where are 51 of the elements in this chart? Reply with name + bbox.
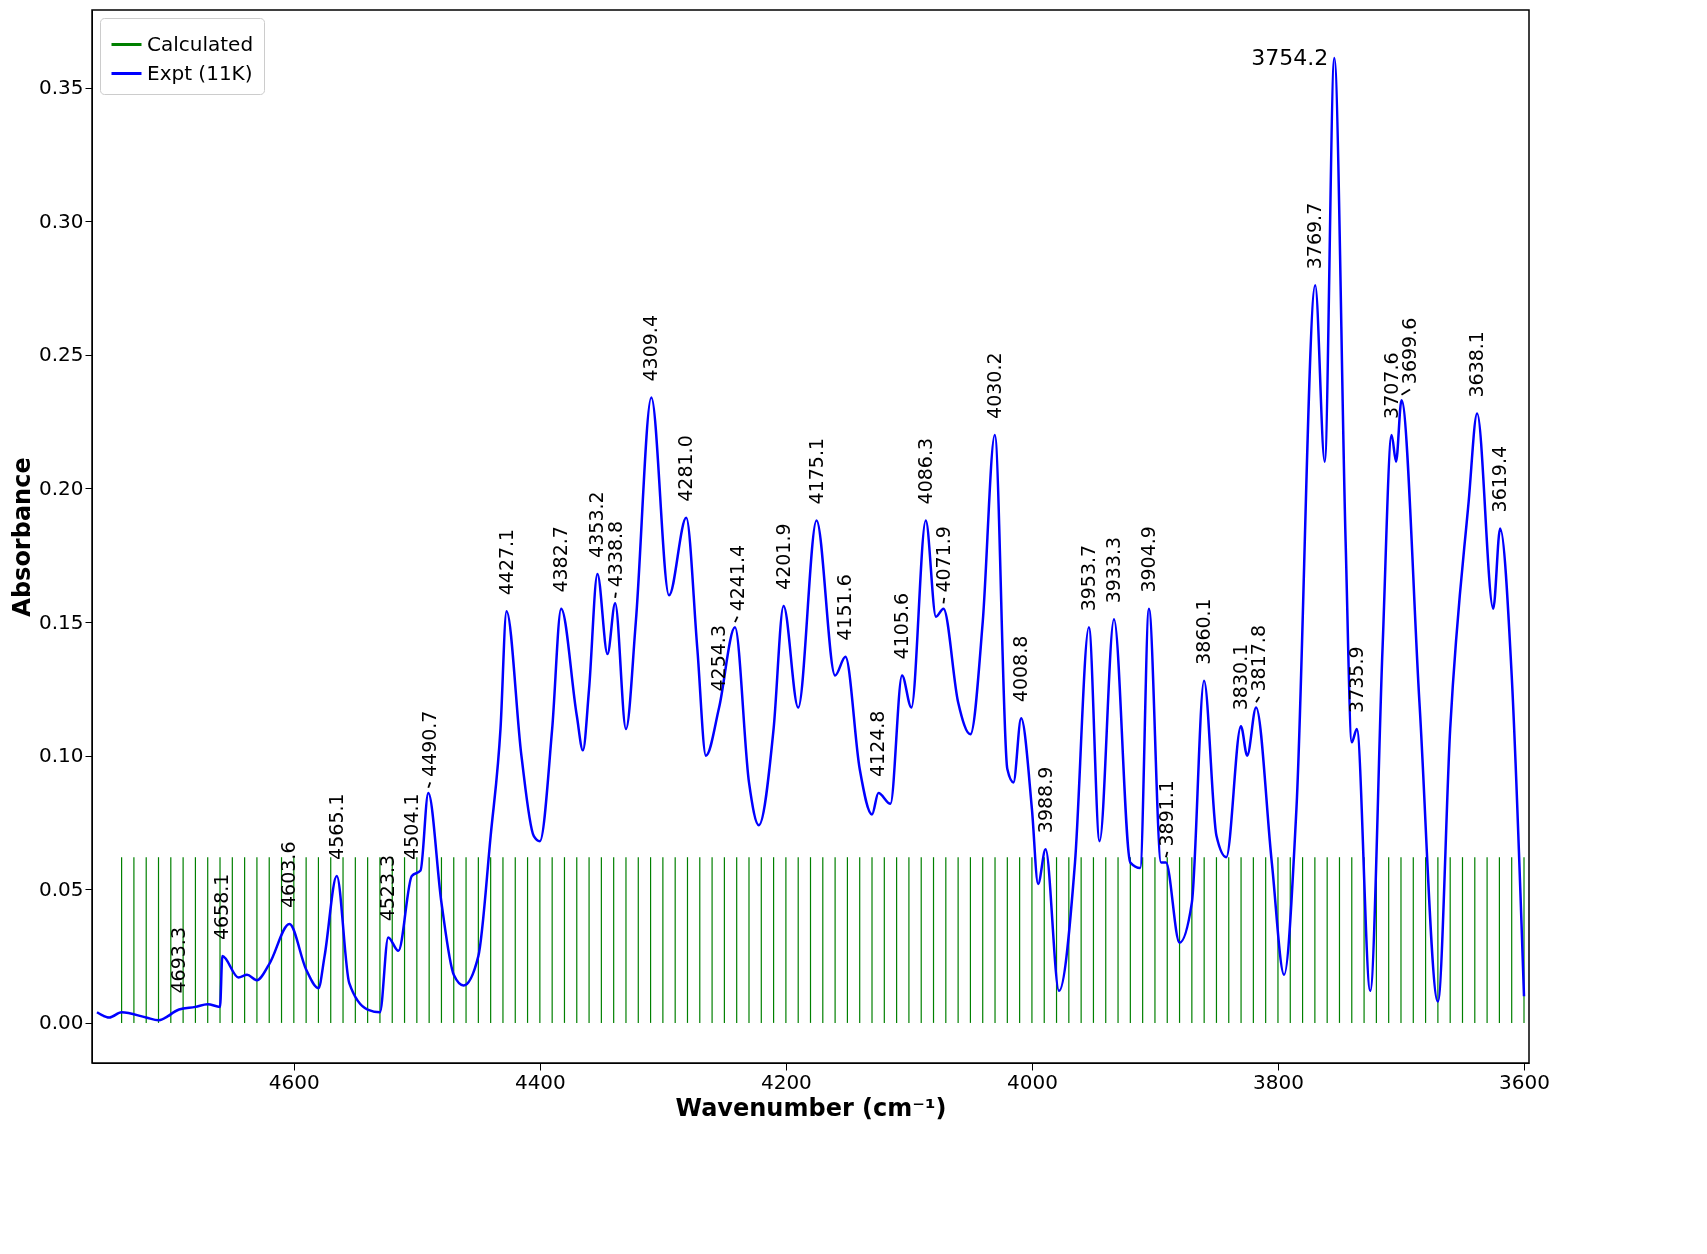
annotation: 4309.4 bbox=[639, 315, 662, 382]
y-tick-label: 0.10 bbox=[38, 743, 84, 768]
y-tick-label: 0.15 bbox=[38, 609, 84, 634]
y-tick-label: 0.20 bbox=[38, 475, 84, 500]
annotation: 3619.4 bbox=[1488, 445, 1511, 513]
x-axis-title: Wavenumber (cm⁻¹) bbox=[675, 1093, 947, 1122]
x-tick-label: 4200 bbox=[760, 1069, 812, 1094]
annotation: 4201.9 bbox=[771, 523, 794, 590]
annotation: 4105.6 bbox=[890, 592, 913, 660]
annotation: 4490.7 bbox=[418, 710, 441, 778]
annotation: 4603.6 bbox=[277, 841, 300, 908]
annotation: 4071.9 bbox=[932, 526, 955, 593]
legend-label: Calculated bbox=[147, 31, 254, 56]
y-tick-label: 0.35 bbox=[38, 75, 84, 100]
legend-label: Expt (11K) bbox=[147, 60, 253, 85]
x-tick-label: 4600 bbox=[268, 1069, 320, 1094]
y-tick-label: 0.25 bbox=[38, 342, 84, 367]
annotation: 4281.0 bbox=[674, 435, 697, 502]
annotation: 4565.1 bbox=[324, 793, 347, 860]
x-tick-label: 4400 bbox=[514, 1069, 566, 1094]
annotation: 3904.9 bbox=[1136, 526, 1159, 593]
annotation: 4175.1 bbox=[804, 437, 827, 505]
annotation: 4124.8 bbox=[866, 710, 889, 778]
annotation: 3860.1 bbox=[1192, 598, 1215, 665]
y-tick-label: 0.05 bbox=[38, 876, 84, 901]
annotation: 4427.1 bbox=[494, 528, 517, 596]
annotation: 3769.7 bbox=[1303, 202, 1326, 270]
y-tick-label: 0.30 bbox=[38, 208, 84, 233]
annotation: 4658.1 bbox=[210, 873, 233, 941]
y-tick-label: 0.00 bbox=[38, 1010, 84, 1035]
annotation: 3988.9 bbox=[1033, 766, 1056, 834]
x-tick-label: 4000 bbox=[1006, 1069, 1058, 1094]
x-tick-label: 3600 bbox=[1499, 1069, 1550, 1094]
annotation: 3638.1 bbox=[1465, 331, 1488, 398]
annotation: 3891.1 bbox=[1155, 780, 1178, 847]
x-tick-label: 3800 bbox=[1253, 1069, 1304, 1094]
annotation: 4523.3 bbox=[376, 854, 399, 922]
annotation: 4254.3 bbox=[707, 625, 730, 692]
annotation: 4030.2 bbox=[982, 352, 1005, 419]
annotation: 3953.7 bbox=[1076, 544, 1099, 612]
annotation: 3754.2 bbox=[1251, 45, 1329, 71]
annotation: 4008.8 bbox=[1009, 635, 1032, 703]
annotation: 4693.3 bbox=[167, 927, 190, 994]
annotation: 4241.4 bbox=[725, 544, 748, 612]
annotation: 4382.7 bbox=[549, 526, 572, 593]
annotation: 3735.9 bbox=[1344, 646, 1367, 713]
annotation: 4086.3 bbox=[913, 437, 936, 505]
y-axis-title: Absorbance bbox=[7, 457, 36, 617]
annotation: 4151.6 bbox=[833, 574, 856, 641]
annotation: 3933.3 bbox=[1101, 536, 1124, 604]
annotation: 4504.1 bbox=[399, 793, 422, 860]
